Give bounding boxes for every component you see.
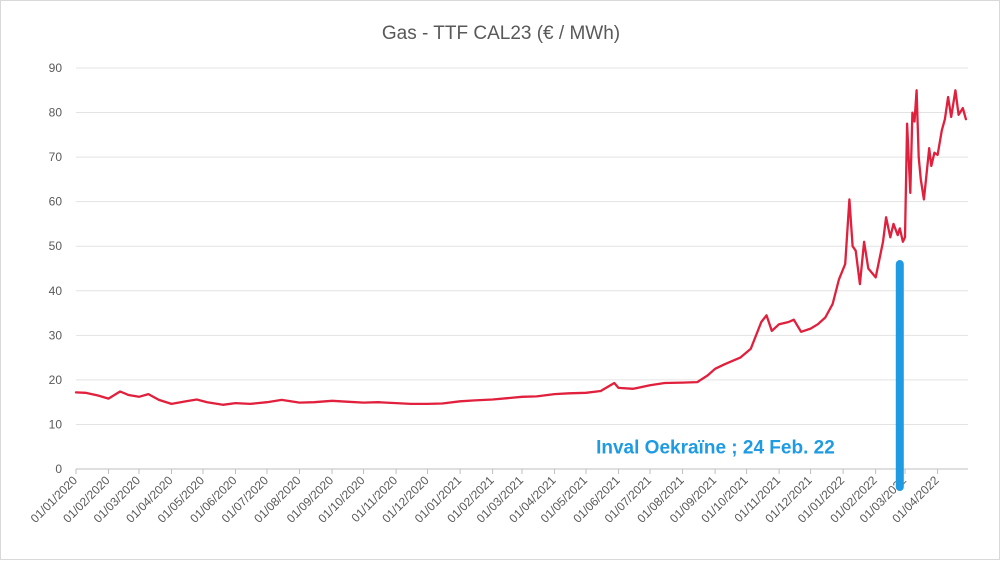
chart-title: Gas - TTF CAL23 (€ / MWh) bbox=[382, 23, 620, 44]
y-tick-label: 30 bbox=[49, 328, 63, 342]
y-tick-label: 60 bbox=[49, 195, 63, 209]
y-axis-ticks: 0 10 20 30 40 50 60 70 80 90 bbox=[49, 61, 63, 476]
y-tick-label: 90 bbox=[49, 61, 63, 75]
x-axis-ticks: 01/01/202001/02/202001/03/202001/04/2020… bbox=[28, 469, 942, 526]
annotation-label: Inval Oekraïne ; 24 Feb. 22 bbox=[596, 437, 835, 458]
y-tick-label: 80 bbox=[49, 106, 63, 120]
y-tick-label: 20 bbox=[49, 373, 63, 387]
series-line bbox=[74, 89, 968, 406]
annotation-layer: Inval Oekraïne ; 24 Feb. 22 bbox=[596, 260, 904, 491]
series-layer bbox=[74, 89, 968, 406]
y-tick-label: 40 bbox=[49, 284, 63, 298]
gridlines bbox=[76, 67, 968, 470]
y-tick-label: 70 bbox=[49, 150, 63, 164]
y-tick-label: 0 bbox=[55, 462, 62, 476]
y-tick-label: 50 bbox=[49, 239, 63, 253]
y-tick-label: 10 bbox=[49, 417, 63, 431]
